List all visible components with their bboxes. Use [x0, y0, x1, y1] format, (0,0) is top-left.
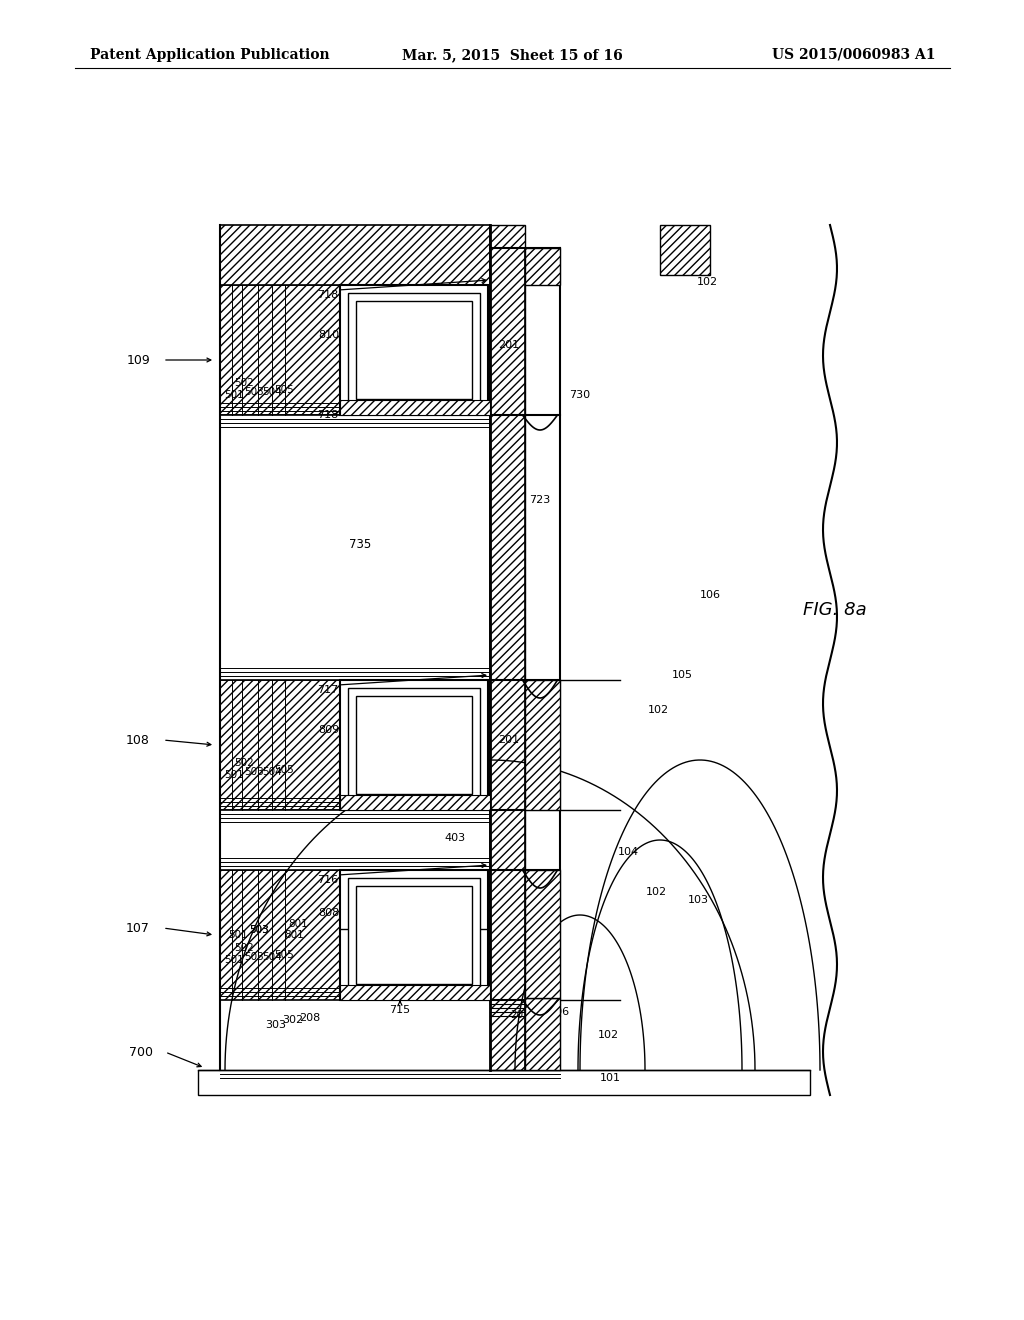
Bar — [220, 870, 490, 1001]
Text: 503: 503 — [244, 387, 264, 397]
Text: 503: 503 — [244, 767, 264, 777]
Text: 723: 723 — [529, 495, 551, 506]
Bar — [348, 688, 480, 803]
Bar — [220, 224, 490, 285]
Text: 502: 502 — [234, 378, 254, 388]
Text: 104: 104 — [618, 847, 639, 857]
Text: 504: 504 — [262, 952, 282, 962]
Bar — [340, 285, 488, 414]
Text: 204: 204 — [522, 1010, 542, 1020]
Text: 302: 302 — [282, 1015, 303, 1026]
Text: 729: 729 — [529, 710, 551, 719]
Text: 808: 808 — [318, 908, 339, 917]
Text: 715: 715 — [389, 1005, 411, 1015]
Bar — [525, 248, 560, 285]
Text: FIG. 8a: FIG. 8a — [803, 601, 866, 619]
Bar — [220, 414, 490, 680]
Text: 203: 203 — [510, 1010, 529, 1020]
Text: 721: 721 — [529, 1026, 551, 1035]
Text: 108: 108 — [126, 734, 150, 747]
Bar — [198, 1071, 810, 1096]
Text: 505: 505 — [274, 950, 294, 960]
Text: 106: 106 — [700, 590, 721, 601]
Text: 207: 207 — [358, 921, 381, 935]
Bar — [220, 810, 490, 870]
Text: 205: 205 — [534, 1010, 554, 1020]
Text: 105: 105 — [672, 671, 693, 680]
Text: 802: 802 — [389, 734, 411, 747]
Text: 403: 403 — [444, 833, 466, 843]
Bar — [525, 998, 560, 1071]
Bar — [525, 870, 560, 998]
Text: 503: 503 — [249, 925, 268, 935]
Bar — [356, 696, 472, 795]
Text: 716: 716 — [316, 875, 338, 884]
Text: 700: 700 — [129, 1045, 153, 1059]
Bar — [348, 878, 480, 993]
Text: 504: 504 — [262, 387, 282, 397]
Bar — [490, 224, 525, 1071]
Text: 809: 809 — [318, 725, 339, 735]
Text: 501: 501 — [228, 931, 248, 940]
Text: 730: 730 — [569, 389, 591, 400]
Text: 102: 102 — [697, 277, 718, 286]
Text: 504: 504 — [262, 767, 282, 777]
Text: Patent Application Publication: Patent Application Publication — [90, 48, 330, 62]
Text: 501: 501 — [224, 954, 244, 965]
Bar — [340, 680, 488, 810]
Text: 201: 201 — [498, 341, 519, 350]
Bar — [340, 870, 488, 1001]
Text: 102: 102 — [598, 1030, 620, 1040]
Text: 505: 505 — [274, 385, 294, 395]
Text: 735: 735 — [349, 539, 371, 552]
Text: 505: 505 — [274, 766, 294, 775]
Text: 107: 107 — [126, 921, 150, 935]
Bar — [348, 293, 480, 407]
Bar — [525, 680, 560, 810]
Text: 718: 718 — [316, 411, 338, 420]
Text: 501: 501 — [224, 770, 244, 780]
Text: 502: 502 — [234, 758, 254, 768]
Text: 206: 206 — [548, 1007, 569, 1016]
Bar — [356, 886, 472, 983]
Text: 102: 102 — [646, 887, 667, 898]
Text: 201: 201 — [498, 735, 519, 744]
Bar — [660, 224, 710, 275]
Text: Mar. 5, 2015  Sheet 15 of 16: Mar. 5, 2015 Sheet 15 of 16 — [401, 48, 623, 62]
Text: 501: 501 — [224, 389, 244, 400]
Text: 810: 810 — [318, 330, 339, 341]
Bar — [220, 285, 490, 414]
Bar — [356, 301, 472, 399]
Text: 503: 503 — [244, 952, 264, 962]
Text: 801: 801 — [288, 919, 308, 929]
Text: 502: 502 — [234, 942, 254, 953]
Text: 801: 801 — [284, 931, 304, 940]
Text: 103: 103 — [688, 895, 709, 906]
Bar — [340, 985, 490, 1001]
Bar — [340, 795, 490, 810]
Text: 303: 303 — [265, 1020, 286, 1030]
Text: 208: 208 — [299, 1012, 319, 1023]
Text: US 2015/0060983 A1: US 2015/0060983 A1 — [771, 48, 935, 62]
Bar — [340, 400, 490, 414]
Text: 503: 503 — [249, 925, 268, 935]
Text: 109: 109 — [126, 354, 150, 367]
Text: 717: 717 — [316, 685, 338, 696]
Bar — [220, 680, 490, 810]
Text: 101: 101 — [600, 1073, 621, 1082]
Text: 718: 718 — [316, 290, 338, 300]
Text: 803: 803 — [389, 334, 411, 346]
Text: 102: 102 — [648, 705, 669, 715]
Text: 301: 301 — [409, 921, 431, 935]
Text: 728: 728 — [529, 895, 551, 906]
